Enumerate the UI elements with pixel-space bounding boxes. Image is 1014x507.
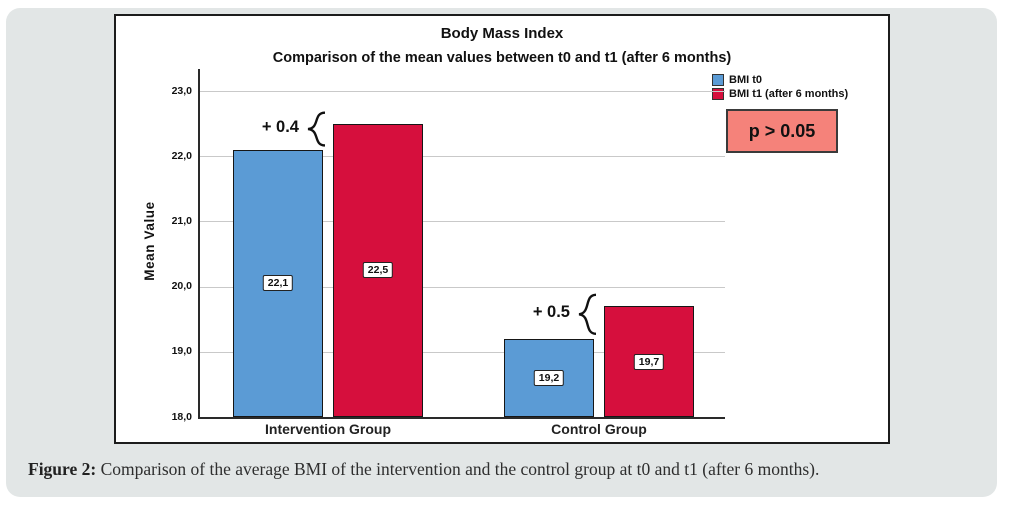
- legend-item: BMI t1 (after 6 months): [712, 88, 848, 100]
- diff-annotation: + 0.5: [532, 303, 570, 322]
- gridline: [200, 91, 725, 92]
- gridline: [200, 351, 725, 353]
- legend-label: BMI t1 (after 6 months): [729, 88, 849, 100]
- brace-icon: [576, 294, 598, 335]
- bar-value-label: 22,1: [262, 275, 294, 292]
- diff-annotation: + 0.4: [261, 117, 299, 136]
- x-tick-label: Control Group: [551, 421, 647, 437]
- y-tick-label: 19,0: [171, 345, 192, 358]
- chart-box: Body Mass Index Comparison of the mean v…: [114, 14, 890, 444]
- y-tick-label: 20,0: [171, 280, 192, 293]
- y-tick-label: 21,0: [171, 214, 192, 227]
- chart-title: Body Mass Index: [440, 25, 564, 42]
- p-value-label: p > 0.05: [748, 120, 816, 141]
- bar-value-label: 19,2: [533, 369, 565, 386]
- p-value-box: p > 0.05: [726, 109, 838, 153]
- y-tick-label: 18,0: [171, 410, 192, 423]
- y-tick-label: 23,0: [171, 84, 192, 97]
- gridline: [200, 286, 725, 288]
- legend-item: BMI t0: [712, 74, 848, 86]
- figure-caption: Figure 2: Comparison of the average BMI …: [28, 459, 990, 480]
- gridline: [200, 156, 725, 158]
- bar-value-label: 22,5: [362, 262, 394, 279]
- legend-label: BMI t0: [729, 74, 762, 86]
- x-tick-label: Intervention Group: [265, 421, 391, 437]
- legend: BMI t0 BMI t1 (after 6 months): [712, 74, 848, 102]
- bar-value-label: 19,7: [633, 353, 665, 370]
- plot-area: 18,0 19,0 20,0 21,0 22,0 23,0 22,1 22,5 Interven…: [172, 69, 725, 437]
- brace-icon: [305, 112, 327, 146]
- caption-label: Figure 2:: [28, 459, 97, 479]
- y-tick-label: 22,0: [171, 149, 192, 162]
- gridline: [200, 221, 725, 223]
- legend-swatch-icon: [712, 74, 724, 86]
- y-axis-title: Mean Value: [142, 201, 157, 281]
- chart-subtitle: Comparison of the mean values between t0…: [272, 50, 732, 66]
- caption-text: Comparison of the average BMI of the int…: [96, 459, 820, 479]
